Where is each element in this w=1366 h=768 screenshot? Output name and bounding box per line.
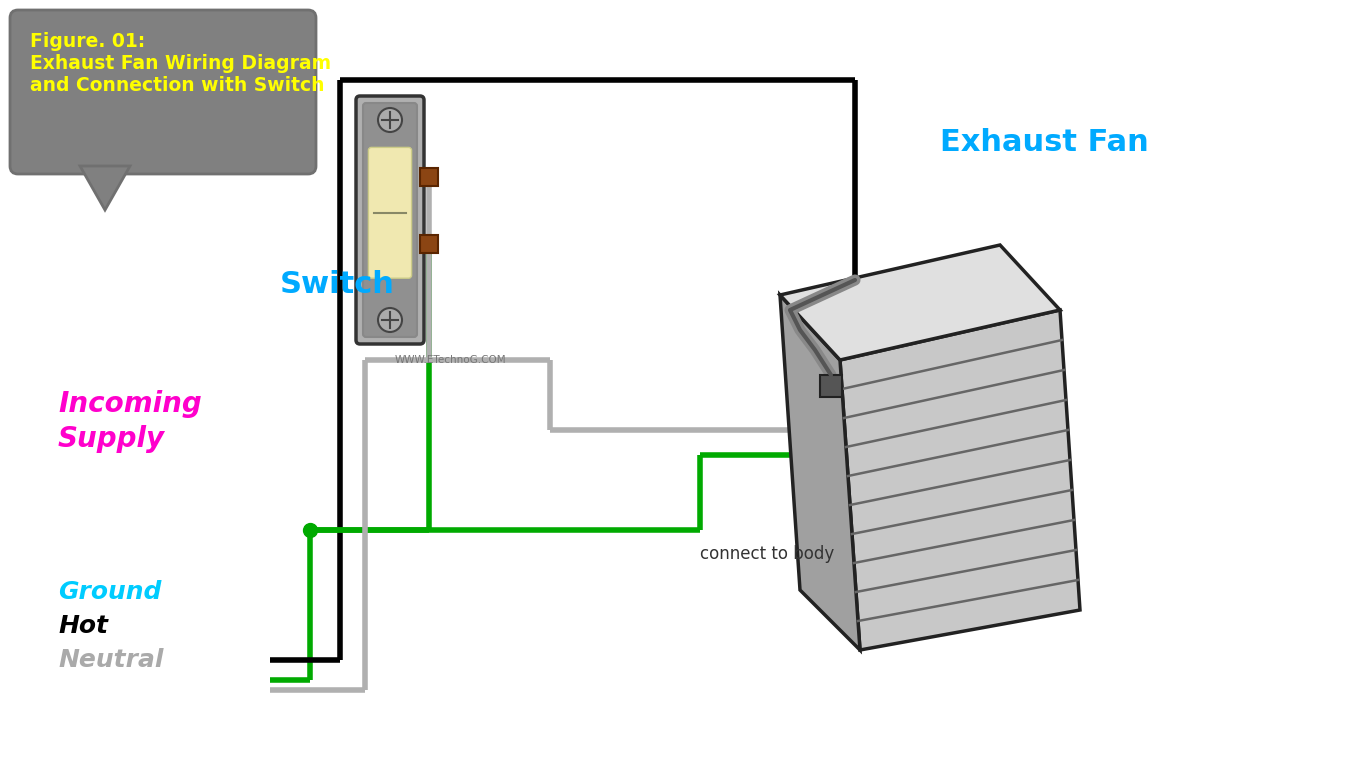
Bar <box>820 375 841 397</box>
Text: connect to body: connect to body <box>699 545 835 563</box>
Polygon shape <box>780 295 861 650</box>
Text: Neutral: Neutral <box>57 648 164 672</box>
Text: Hot: Hot <box>57 614 108 638</box>
Text: Figure. 01:
Exhaust Fan Wiring Diagram
and Connection with Switch: Figure. 01: Exhaust Fan Wiring Diagram a… <box>30 32 331 95</box>
Polygon shape <box>840 310 1081 650</box>
Text: WWW.ETechnoG.COM: WWW.ETechnoG.COM <box>395 355 507 365</box>
Text: Switch: Switch <box>280 270 395 299</box>
Circle shape <box>378 308 402 332</box>
Polygon shape <box>81 166 130 210</box>
Text: Incoming
Supply: Incoming Supply <box>57 390 202 452</box>
Polygon shape <box>780 245 1060 360</box>
Circle shape <box>378 108 402 132</box>
FancyBboxPatch shape <box>369 147 411 278</box>
Text: Ground: Ground <box>57 580 161 604</box>
FancyBboxPatch shape <box>10 10 316 174</box>
Bar <box>419 235 438 253</box>
Bar <box>419 167 438 186</box>
FancyBboxPatch shape <box>357 96 423 344</box>
FancyBboxPatch shape <box>363 103 417 337</box>
Text: Exhaust Fan: Exhaust Fan <box>940 128 1149 157</box>
